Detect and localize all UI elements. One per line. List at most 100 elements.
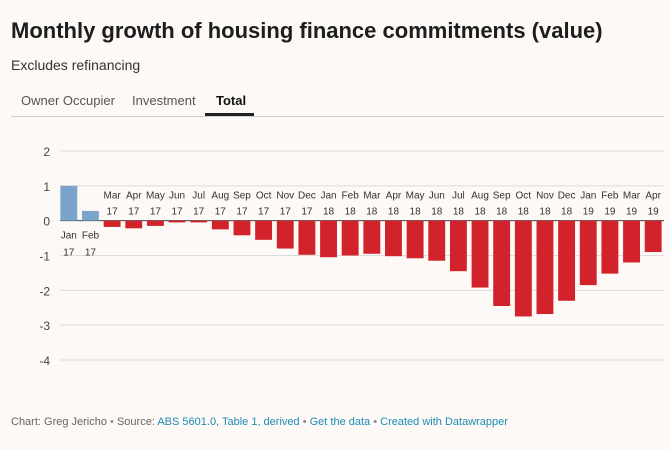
- bar: [428, 220, 446, 261]
- x-tick-year: 18: [453, 207, 465, 218]
- x-tick-year: 18: [474, 207, 486, 218]
- x-tick-year: 17: [301, 207, 313, 218]
- x-tick-year: 18: [388, 207, 400, 218]
- bar: [363, 220, 381, 254]
- x-tick-month: Nov: [276, 191, 294, 202]
- get-data-link[interactable]: Get the data: [309, 416, 371, 428]
- x-tick-year: 17: [280, 207, 292, 218]
- source-link[interactable]: ABS 5601.0, Table 1, derived: [157, 416, 300, 428]
- tab-investment[interactable]: Investment: [132, 93, 196, 108]
- bar: [103, 220, 121, 227]
- x-tick-year: 19: [648, 207, 660, 218]
- active-tab-indicator: [205, 113, 254, 116]
- x-tick-month: Dec: [298, 191, 316, 202]
- y-tick-label: 0: [43, 215, 50, 229]
- bar: [60, 185, 78, 221]
- x-tick-month: May: [406, 191, 425, 202]
- y-tick-label: -3: [39, 319, 50, 333]
- x-tick-month: Apr: [645, 191, 661, 202]
- footer-source-label: Source:: [116, 416, 155, 428]
- chart-subtitle: Excludes refinancing: [11, 57, 141, 73]
- bar: [471, 220, 489, 288]
- x-tick-month: Apr: [386, 191, 402, 202]
- x-tick-year: 17: [258, 207, 270, 218]
- x-tick-year: 17: [193, 207, 205, 218]
- tab-owner-occupier[interactable]: Owner Occupier: [21, 93, 115, 108]
- x-tick-year: 18: [323, 207, 335, 218]
- bar: [190, 220, 208, 223]
- bar-chart: 2 1 0 -1 -2 -3 -4 Jan 17 Feb 17 Mar 17 Apr 17 May 17 Jun 1…: [39, 145, 664, 368]
- tab-bar: Owner Occupier Investment Total: [11, 89, 664, 117]
- bar: [558, 220, 576, 301]
- y-tick-label: -1: [39, 250, 50, 264]
- x-tick-month: Jul: [452, 191, 465, 202]
- x-tick-month: Jun: [169, 191, 185, 202]
- bar: [211, 220, 229, 230]
- x-tick-month: Oct: [516, 191, 532, 202]
- bar: [623, 220, 640, 263]
- x-tick-month: Aug: [471, 191, 489, 202]
- x-tick-year: 18: [366, 207, 378, 218]
- bar: [601, 220, 619, 274]
- x-tick-month: Jul: [192, 191, 205, 202]
- bar: [298, 220, 316, 255]
- x-tick-month: Jan: [580, 191, 596, 202]
- x-tick-year: 19: [583, 207, 595, 218]
- x-tick-year: 18: [496, 207, 508, 218]
- x-tick-year: 17: [63, 248, 75, 259]
- y-tick-label: 1: [43, 180, 50, 194]
- x-tick-year: 18: [561, 207, 573, 218]
- chart-footer: Chart: Greg Jericho • Source: ABS 5601.0…: [11, 416, 508, 428]
- bar: [125, 220, 143, 229]
- footer-credit: Chart: Greg Jericho: [11, 416, 107, 428]
- x-tick-year: 17: [236, 207, 248, 218]
- x-tick-month: Aug: [211, 191, 229, 202]
- x-tick-year: 17: [85, 248, 97, 259]
- bar: [233, 220, 251, 236]
- y-tick-label: -4: [39, 354, 50, 368]
- bar: [514, 220, 532, 317]
- x-tick-year: 17: [215, 207, 227, 218]
- x-tick-year: 17: [128, 207, 140, 218]
- chart-title: Monthly growth of housing finance commit…: [11, 18, 603, 43]
- bar: [406, 220, 424, 259]
- bar: [493, 220, 511, 307]
- bar: [385, 220, 402, 257]
- bar: [341, 220, 359, 256]
- tab-total[interactable]: Total: [216, 93, 247, 108]
- bar: [644, 220, 662, 253]
- bar: [320, 220, 337, 258]
- datawrapper-link[interactable]: Created with Datawrapper: [380, 416, 508, 428]
- bar: [168, 220, 186, 223]
- x-tick-year: 18: [539, 207, 551, 218]
- x-tick-month: Sep: [493, 191, 511, 202]
- x-tick-month: Oct: [256, 191, 272, 202]
- bar: [579, 220, 597, 286]
- bar: [536, 220, 554, 315]
- x-tick-month: Jan: [320, 191, 336, 202]
- x-tick-month: Sep: [233, 191, 251, 202]
- bar: [276, 220, 294, 249]
- y-tick-label: 2: [43, 145, 50, 159]
- x-tick-year: 18: [431, 207, 443, 218]
- x-tick-month: Mar: [103, 191, 121, 202]
- bar: [255, 220, 273, 240]
- x-tick-year: 17: [171, 207, 183, 218]
- bar: [146, 220, 164, 226]
- x-tick-year: 19: [604, 207, 616, 218]
- x-tick-month: Mar: [363, 191, 381, 202]
- bar: [82, 210, 99, 221]
- x-tick-month: Nov: [536, 191, 554, 202]
- x-tick-month: May: [146, 191, 165, 202]
- y-tick-label: -2: [39, 284, 50, 298]
- x-tick-year: 17: [150, 207, 162, 218]
- x-tick-month: Mar: [623, 191, 641, 202]
- x-tick-month: Jan: [61, 231, 77, 242]
- x-tick-month: Jun: [429, 191, 445, 202]
- x-tick-year: 18: [518, 207, 530, 218]
- x-tick-year: 17: [107, 207, 119, 218]
- x-tick-month: Feb: [82, 231, 100, 242]
- x-tick-month: Feb: [601, 191, 619, 202]
- x-tick-year: 18: [410, 207, 422, 218]
- x-tick-year: 19: [626, 207, 638, 218]
